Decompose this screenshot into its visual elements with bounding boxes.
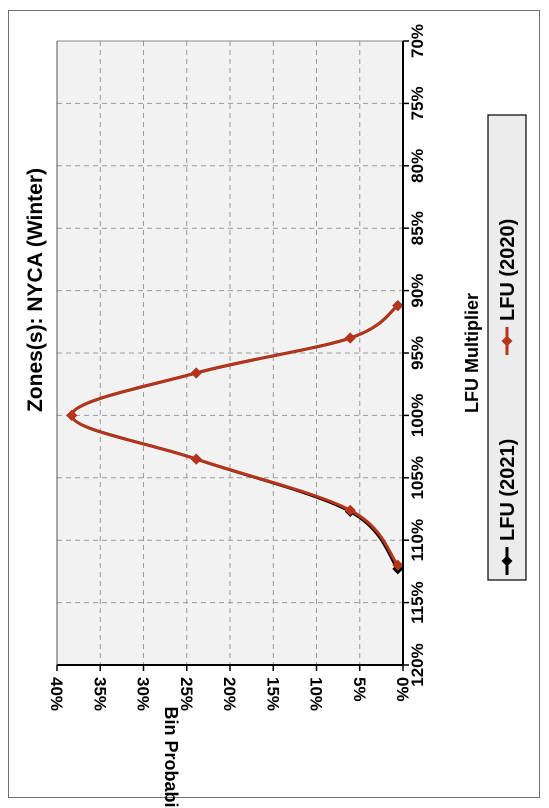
x-axis-title: LFU Multiplier [462,293,482,413]
x-tick-label-group: 95% [408,336,427,370]
y-tick-label-group: 15% [263,677,282,711]
y-tick-label: 10% [307,677,326,711]
chart-title-text: Zones(s): NYCA (Winter) [24,168,47,412]
series-2-point [392,300,404,312]
y-tick-label: 30% [134,677,153,711]
y-tick-label-group: 5% [350,677,369,702]
chart-title: Zones(s): NYCA (Winter) [24,168,47,412]
x-tick-label: 115% [408,581,427,624]
x-tick-label-group: 70% [408,24,427,58]
y-tick-label: 35% [90,677,109,711]
series-layer [66,300,404,575]
y-tick-label: 5% [350,677,369,702]
x-tick-label-group: 80% [408,149,427,183]
y-tick-label-group: 25% [177,677,196,711]
x-tick-label-group: 110% [408,519,427,562]
legend-label-group: LFU (2021) [497,439,519,541]
y-tick-label-group: 40% [47,677,66,711]
x-tick-label-group: 75% [408,86,427,120]
legend: LFU (2021) LFU (2020) [487,114,527,581]
y-tick-label-group: 0% [393,677,412,702]
x-tick-label: 120% [408,643,427,686]
x-tick-label-group: 100% [408,394,427,437]
legend-label-group: LFU (2020) [497,219,519,321]
y-tick-label-group: 20% [220,677,239,711]
series-2-point [344,332,356,344]
x-tick-label-group: 90% [408,274,427,308]
x-tick-label-group: 115% [408,581,427,624]
legend-box [487,114,527,581]
y-tick-label-group: 35% [90,677,109,711]
x-tick-label: 100% [408,394,427,437]
x-tick-label: 105% [408,456,427,499]
x-tick-label: 110% [408,519,427,562]
x-tick-label-group: 120% [408,643,427,686]
series-2-point [190,453,202,465]
y-tick-label-group: 30% [134,677,153,711]
series-2-point [344,504,356,516]
legend-marker-1 [501,555,513,567]
series-2-point [66,409,78,421]
x-axis-title-text: LFU Multiplier [462,293,482,413]
y-axis-title-text: Bin Probability [161,706,181,808]
y-tick-label: 15% [263,677,282,711]
axes [56,40,409,671]
chart-frame [8,10,540,798]
legend-label-2: LFU (2020) [497,219,519,321]
x-tick-label: 90% [408,274,427,308]
y-tick-label: 20% [220,677,239,711]
grid [57,41,403,665]
x-tick-label: 85% [408,211,427,245]
tick-labels: 70% 75% 80% 85% 90% 95% 100% 105% 110% 115% 120%0%… [47,24,427,711]
y-tick-label: 40% [47,677,66,711]
series-2-point [392,559,404,571]
x-tick-label: 80% [408,149,427,183]
x-tick-label-group: 85% [408,211,427,245]
x-tick-label: 75% [408,86,427,120]
x-tick-label-group: 105% [408,456,427,499]
x-tick-label: 95% [408,336,427,370]
y-tick-label: 0% [393,677,412,702]
series-2-point [190,367,202,379]
y-tick-label: 25% [177,677,196,711]
x-tick-label: 70% [408,24,427,58]
legend-label-1: LFU (2021) [497,439,519,541]
y-axis-title: Bin Probability [161,706,181,808]
legend-marker-2 [501,335,513,347]
y-tick-label-group: 10% [307,677,326,711]
